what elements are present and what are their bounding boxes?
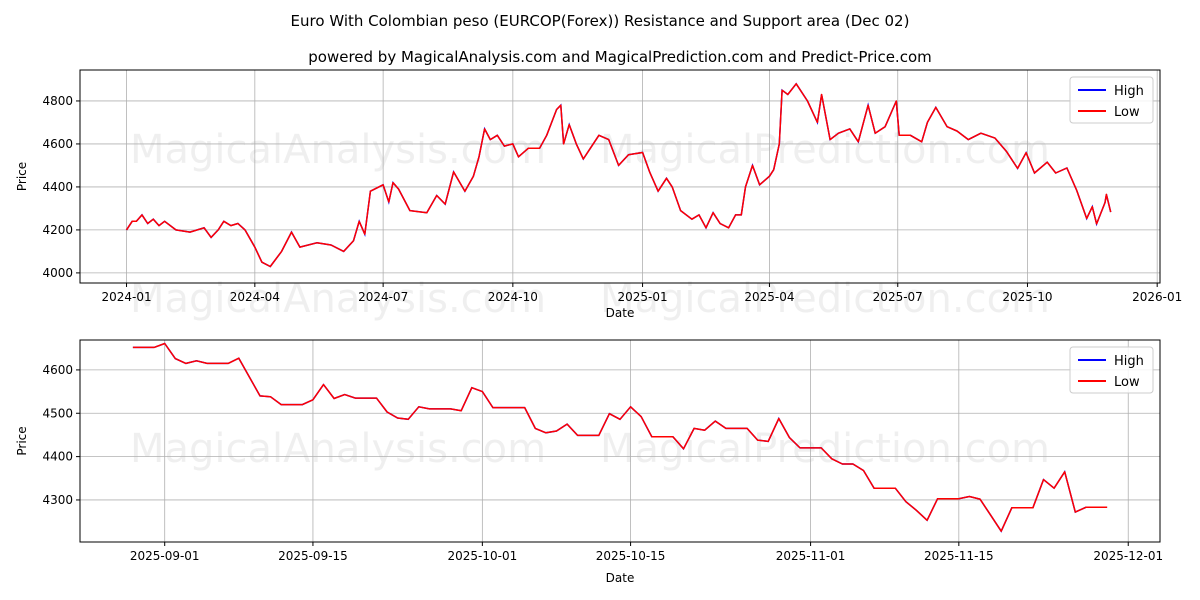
y-tick-label: 4600	[42, 137, 73, 151]
x-axis-label: Date	[606, 571, 635, 585]
x-tick-label: 2025-01	[617, 290, 667, 304]
y-tick-label: 4000	[42, 266, 73, 280]
x-tick-label: 2024-01	[101, 290, 151, 304]
legend-label-high: High	[1114, 354, 1144, 369]
watermark: MagicalAnalysis.com	[130, 426, 546, 472]
x-tick-label: 2025-07	[873, 290, 923, 304]
y-tick-label: 4500	[42, 406, 73, 420]
legend-label-low: Low	[1114, 105, 1140, 120]
x-tick-label: 2025-10	[1002, 290, 1052, 304]
y-tick-label: 4800	[42, 94, 73, 108]
watermark: MagicalAnalysis.com	[130, 276, 546, 322]
chart-subtitle: powered by MagicalAnalysis.com and Magic…	[308, 48, 932, 66]
x-tick-label: 2024-10	[488, 290, 538, 304]
series-low-line	[132, 342, 1108, 532]
bottom-chart: MagicalAnalysis.com MagicalPrediction.com…	[15, 339, 1163, 585]
series-high-line	[125, 82, 1112, 268]
y-axis-label: Price	[15, 162, 29, 191]
legend-label-high: High	[1114, 84, 1144, 99]
axes-frame	[79, 69, 1161, 284]
x-tick-label: 2025-12-01	[1093, 549, 1163, 563]
watermark: MagicalPrediction.com	[600, 426, 1050, 472]
x-axis-label: Date	[606, 306, 635, 320]
y-tick-label: 4300	[42, 493, 73, 507]
legend: High Low	[1069, 76, 1154, 124]
x-tick-label: 2024-07	[358, 290, 408, 304]
x-tick-label: 2025-11-15	[924, 549, 994, 563]
legend-label-low: Low	[1114, 375, 1140, 390]
series-low-line	[125, 83, 1112, 268]
axes-frame	[79, 339, 1161, 543]
x-tick-label: 2025-09-15	[278, 549, 348, 563]
y-tick-label: 4600	[42, 363, 73, 377]
top-chart: MagicalAnalysis.com MagicalPrediction.com…	[15, 69, 1182, 322]
y-axis-label: Price	[15, 426, 29, 455]
chart-title: Euro With Colombian peso (EURCOP(Forex))…	[291, 12, 910, 30]
x-tick-label: 2025-04	[744, 290, 794, 304]
y-tick-label: 4400	[42, 450, 73, 464]
x-tick-label: 2026-01	[1132, 290, 1182, 304]
legend: High Low	[1069, 346, 1154, 394]
y-tick-label: 4400	[42, 180, 73, 194]
y-tick-label: 4200	[42, 223, 73, 237]
x-tick-label: 2025-11-01	[776, 549, 846, 563]
watermark: MagicalPrediction.com	[600, 276, 1050, 322]
x-tick-label: 2025-10-01	[447, 549, 517, 563]
watermark: MagicalPrediction.com	[600, 127, 1050, 173]
x-tick-label: 2025-09-01	[130, 549, 200, 563]
x-tick-label: 2025-10-15	[596, 549, 666, 563]
x-tick-label: 2024-04	[230, 290, 280, 304]
